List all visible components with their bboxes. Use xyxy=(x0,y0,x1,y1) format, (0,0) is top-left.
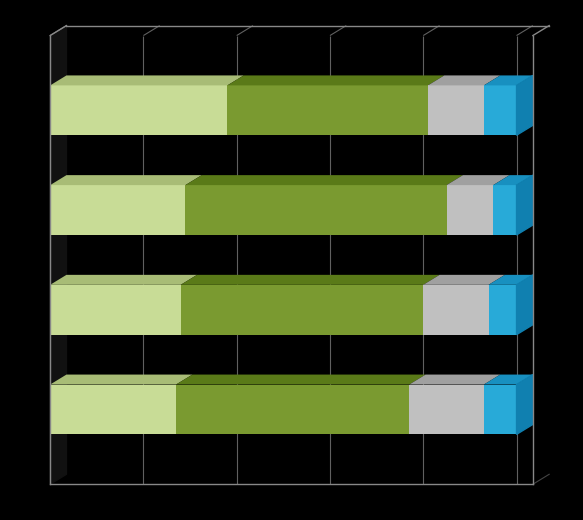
Polygon shape xyxy=(50,175,202,185)
Bar xyxy=(50,185,185,235)
Bar xyxy=(423,285,489,335)
Polygon shape xyxy=(484,75,533,85)
Bar xyxy=(185,185,447,235)
Bar xyxy=(484,85,517,135)
Bar xyxy=(447,185,493,235)
Bar xyxy=(50,384,176,434)
Bar xyxy=(181,285,423,335)
Polygon shape xyxy=(447,175,510,185)
Bar xyxy=(409,384,484,434)
Polygon shape xyxy=(428,75,500,85)
Polygon shape xyxy=(181,275,440,285)
Polygon shape xyxy=(484,374,533,384)
Polygon shape xyxy=(50,75,244,85)
Polygon shape xyxy=(176,374,426,384)
Polygon shape xyxy=(517,175,533,235)
Polygon shape xyxy=(50,275,197,285)
Polygon shape xyxy=(409,374,500,384)
Bar xyxy=(428,85,484,135)
Bar xyxy=(489,285,517,335)
Bar xyxy=(484,384,517,434)
Polygon shape xyxy=(517,374,533,434)
Polygon shape xyxy=(517,75,533,135)
Polygon shape xyxy=(423,275,505,285)
Polygon shape xyxy=(517,275,533,335)
Polygon shape xyxy=(50,374,192,384)
Bar xyxy=(227,85,428,135)
Polygon shape xyxy=(50,25,66,484)
Polygon shape xyxy=(227,75,444,85)
Polygon shape xyxy=(493,175,533,185)
Bar xyxy=(50,85,227,135)
Bar xyxy=(50,285,181,335)
Bar xyxy=(493,185,517,235)
Bar xyxy=(176,384,409,434)
Polygon shape xyxy=(185,175,463,185)
Polygon shape xyxy=(489,275,533,285)
